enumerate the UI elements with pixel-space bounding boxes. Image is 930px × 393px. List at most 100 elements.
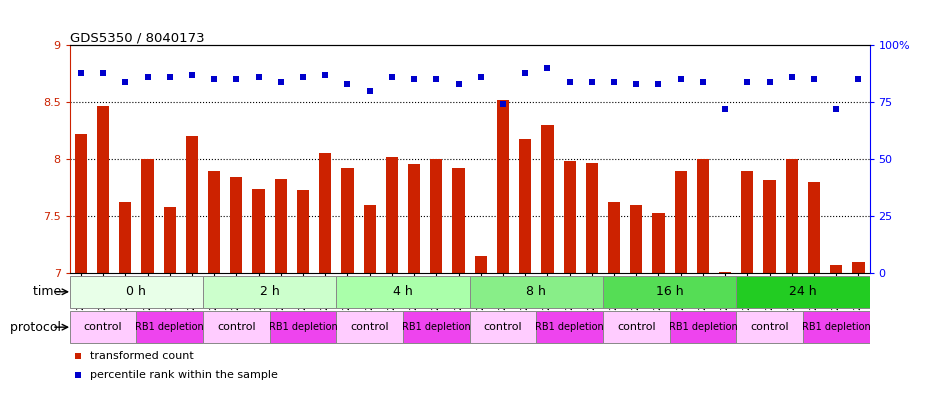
Point (96, 70, 111, 76)
Point (296, 74, 311, 80)
Point (251, 74, 266, 80)
Point (606, 79, 621, 85)
Bar (603, 311, 670, 343)
Bar (341, 168, 353, 273)
Bar (786, 159, 798, 273)
Bar (631, 205, 643, 273)
Point (806, 76, 821, 83)
Text: 4 h: 4 h (393, 285, 413, 298)
Point (71, 372, 86, 378)
Bar (537, 311, 603, 343)
Bar (737, 276, 870, 308)
Text: RB1 depletion: RB1 depletion (669, 322, 737, 332)
Bar (452, 168, 465, 273)
Point (71, 353, 86, 359)
Text: protocol: protocol (10, 321, 65, 334)
Bar (337, 311, 403, 343)
Point (851, 76, 866, 83)
Text: 16 h: 16 h (656, 285, 684, 298)
Point (762, 79, 777, 85)
Bar (164, 207, 176, 273)
Text: control: control (217, 322, 256, 332)
Text: control: control (617, 322, 656, 332)
Bar (231, 177, 243, 273)
Bar (297, 190, 309, 273)
Bar (403, 311, 470, 343)
Point (784, 74, 799, 80)
Point (496, 101, 511, 108)
Point (118, 79, 133, 85)
Bar (186, 136, 198, 273)
Point (206, 76, 221, 83)
Bar (203, 311, 270, 343)
Point (140, 74, 155, 80)
Text: 24 h: 24 h (789, 285, 817, 298)
Point (829, 106, 844, 112)
Bar (764, 180, 776, 273)
Text: control: control (751, 322, 789, 332)
Bar (737, 311, 803, 343)
Point (363, 88, 378, 94)
Bar (70, 311, 137, 343)
Text: time: time (33, 285, 65, 298)
Point (740, 79, 755, 85)
Bar (470, 311, 537, 343)
Point (629, 81, 644, 87)
Point (162, 74, 177, 80)
Bar (97, 106, 109, 273)
Point (540, 65, 555, 71)
Bar (674, 171, 687, 273)
Point (673, 76, 688, 83)
Bar (252, 189, 265, 273)
Bar (519, 139, 531, 273)
Bar (431, 159, 443, 273)
Text: RB1 depletion: RB1 depletion (269, 322, 338, 332)
Point (562, 79, 577, 85)
Bar (474, 256, 487, 273)
Point (273, 79, 288, 85)
Point (429, 76, 444, 83)
Bar (670, 311, 737, 343)
Bar (319, 153, 331, 273)
Point (584, 79, 599, 85)
Text: transformed count: transformed count (89, 351, 193, 361)
Point (406, 76, 421, 83)
Bar (586, 163, 598, 273)
Text: RB1 depletion: RB1 depletion (402, 322, 471, 332)
Bar (608, 202, 620, 273)
Point (718, 106, 733, 112)
Bar (803, 311, 870, 343)
Bar (386, 157, 398, 273)
Point (318, 72, 333, 78)
Point (473, 74, 488, 80)
Bar (470, 276, 603, 308)
Bar (497, 100, 509, 273)
Text: control: control (484, 322, 523, 332)
Bar (119, 202, 131, 273)
Point (73, 70, 88, 76)
Bar (203, 276, 337, 308)
Point (518, 70, 533, 76)
Text: 0 h: 0 h (126, 285, 146, 298)
Bar (274, 178, 287, 273)
Point (340, 81, 355, 87)
Bar (808, 182, 820, 273)
Point (651, 81, 666, 87)
Text: 2 h: 2 h (259, 285, 280, 298)
Bar (408, 164, 420, 273)
Bar (830, 265, 843, 273)
Bar (541, 125, 553, 273)
Bar (852, 262, 865, 273)
Bar (652, 213, 665, 273)
Bar (137, 311, 203, 343)
Point (229, 76, 244, 83)
Bar (337, 276, 470, 308)
Bar (208, 171, 220, 273)
Point (384, 74, 399, 80)
Text: control: control (351, 322, 389, 332)
Point (451, 81, 466, 87)
Text: RB1 depletion: RB1 depletion (536, 322, 604, 332)
Text: 8 h: 8 h (526, 285, 546, 298)
Text: control: control (84, 322, 123, 332)
Bar (270, 311, 337, 343)
